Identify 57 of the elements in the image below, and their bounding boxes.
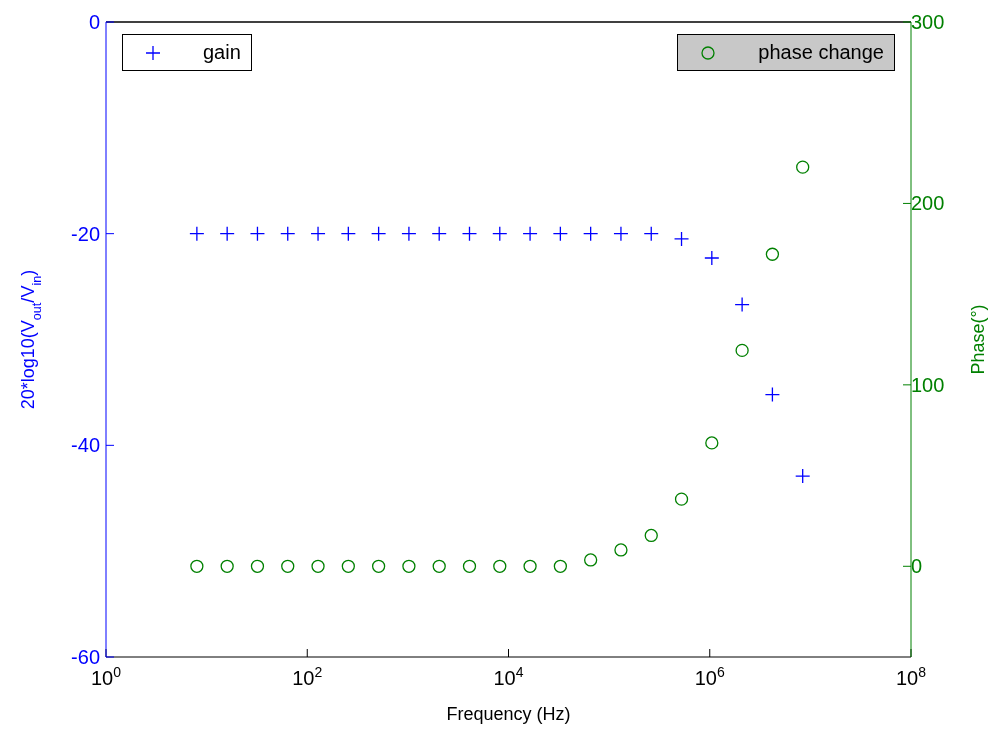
point bbox=[734, 296, 750, 313]
x-tick-label: 10$^{6}$ bbox=[694, 664, 725, 689]
point bbox=[401, 226, 417, 242]
point bbox=[340, 226, 356, 242]
point bbox=[552, 226, 569, 242]
point bbox=[765, 247, 780, 261]
point bbox=[704, 250, 720, 266]
x-axis-title: Frequency (Hz) bbox=[446, 704, 571, 724]
point bbox=[311, 559, 325, 573]
point bbox=[614, 543, 628, 557]
point bbox=[249, 226, 266, 242]
point bbox=[431, 226, 447, 242]
point bbox=[432, 559, 446, 573]
y2-axis-title: Phase(°) bbox=[968, 304, 988, 375]
point bbox=[371, 559, 386, 573]
point bbox=[370, 226, 387, 242]
y2-tick-label: 100 bbox=[911, 373, 945, 396]
point bbox=[523, 559, 537, 573]
point bbox=[341, 559, 355, 573]
point bbox=[189, 226, 205, 242]
legend-label: phase change bbox=[758, 41, 884, 63]
y-tick-label: -20 bbox=[71, 222, 100, 245]
y-tick-label: -40 bbox=[71, 434, 100, 457]
x-tick-label: 10$^{4}$ bbox=[493, 664, 524, 689]
y2-tick-label: 200 bbox=[911, 192, 945, 215]
point bbox=[584, 553, 598, 567]
point bbox=[795, 468, 811, 484]
point bbox=[796, 160, 810, 174]
point bbox=[310, 226, 326, 242]
y-tick-label: 0 bbox=[88, 11, 100, 33]
point bbox=[462, 559, 477, 573]
point bbox=[644, 528, 658, 543]
point bbox=[643, 226, 659, 242]
point bbox=[250, 559, 265, 573]
y2-tick-label: 0 bbox=[911, 555, 923, 578]
point bbox=[220, 559, 234, 573]
point bbox=[402, 559, 416, 573]
point bbox=[583, 226, 599, 242]
point bbox=[553, 559, 568, 573]
legend-label: gain bbox=[203, 41, 241, 63]
point bbox=[613, 226, 629, 242]
x-tick-label: 10$^{8}$ bbox=[895, 664, 927, 689]
point bbox=[281, 559, 295, 573]
point bbox=[705, 436, 719, 450]
point bbox=[219, 226, 235, 242]
point bbox=[280, 226, 296, 242]
point bbox=[735, 343, 749, 358]
point bbox=[492, 226, 508, 242]
point bbox=[493, 559, 507, 573]
point bbox=[461, 226, 478, 242]
y2-tick-label: 300 bbox=[911, 11, 945, 33]
point bbox=[673, 231, 690, 247]
point bbox=[764, 386, 781, 403]
x-tick-label: 10$^{2}$ bbox=[292, 664, 323, 689]
point bbox=[190, 559, 204, 573]
point bbox=[674, 492, 689, 506]
point bbox=[522, 226, 538, 242]
